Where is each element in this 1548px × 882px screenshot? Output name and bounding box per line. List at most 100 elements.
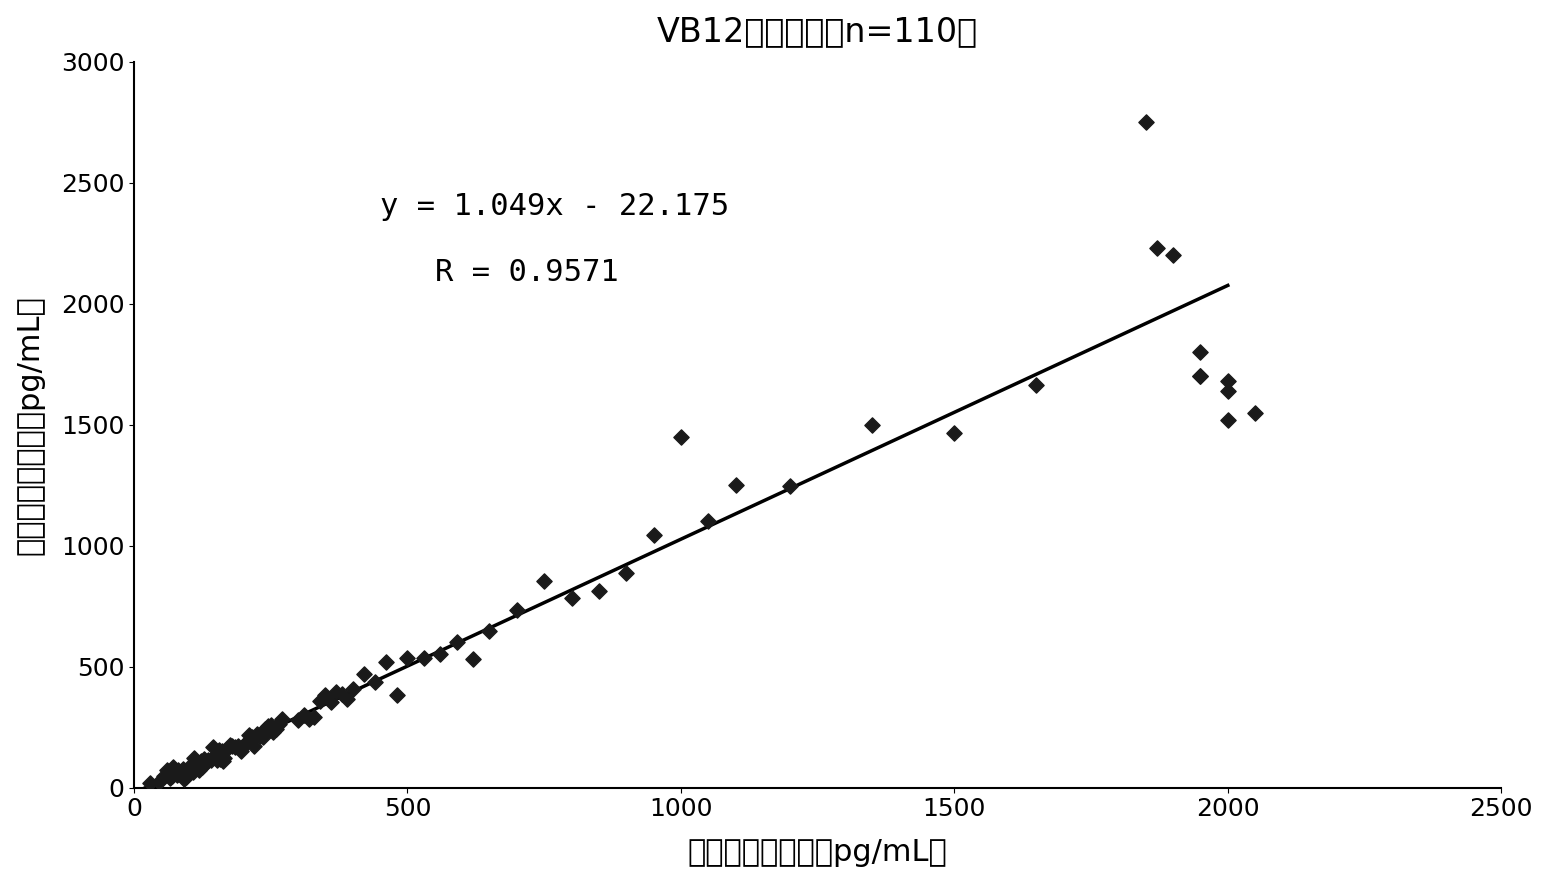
Point [341,682,365,696]
Point [395,651,420,665]
Point [170,762,195,776]
Point [170,766,195,780]
Point [1243,406,1268,420]
Point [291,708,316,722]
Point [1133,116,1158,130]
Point [176,766,201,780]
Point [412,651,437,665]
Point [198,753,223,767]
Point [207,751,232,766]
Point [861,418,885,432]
Point [669,430,694,444]
Point [178,759,203,773]
Y-axis label: 博奥赛斯测定值（pg/mL）: 博奥赛斯测定值（pg/mL） [15,295,43,555]
Point [505,603,529,617]
Point [223,739,248,753]
Point [362,675,387,689]
Point [183,759,207,773]
Point [255,719,280,733]
Point [269,713,294,727]
Point [252,722,277,736]
Point [308,694,333,708]
Point [169,766,194,781]
Point [209,744,234,759]
Point [212,751,237,765]
Point [204,748,229,762]
Point [173,770,198,784]
Point [175,764,200,778]
Point [259,718,283,732]
Point [1215,384,1240,398]
Point [373,655,398,669]
Point [190,759,215,774]
Point [1215,374,1240,388]
Point [723,478,748,492]
Point [1161,249,1186,263]
Point [779,479,803,493]
Point [195,753,220,767]
Point [228,744,252,758]
Point [186,763,211,777]
Point [206,743,231,757]
Point [1025,377,1050,392]
Point [220,739,245,753]
Point [237,728,262,742]
Point [266,717,291,731]
Point [245,728,269,742]
Point [1187,370,1212,384]
Point [587,584,611,598]
Point [251,729,276,744]
Point [215,742,240,756]
Point [427,647,452,662]
Point [248,729,272,744]
Point [226,739,251,753]
Point [184,757,209,771]
Point [297,712,322,726]
Point [231,738,255,752]
Point [211,754,235,768]
Point [444,635,469,649]
Point [334,691,359,706]
Point [161,760,186,774]
Point [187,759,212,773]
Point [263,721,288,736]
X-axis label: 放免试剂测定值（pg/mL）: 放免试剂测定值（pg/mL） [687,838,947,867]
Point [194,756,218,770]
Point [697,514,721,528]
Point [330,687,354,701]
Title: VB12临床试验（n=110）: VB12临床试验（n=110） [656,15,978,48]
Point [641,528,666,542]
Point [217,738,241,752]
Point [158,771,183,785]
Point [241,738,266,752]
Point [192,751,217,766]
Point [943,426,968,440]
Point [201,740,226,754]
Point [146,775,170,789]
Point [477,624,502,638]
Point [302,710,327,724]
Text: y = 1.049x - 22.175: y = 1.049x - 22.175 [381,192,729,221]
Text: R = 0.9571: R = 0.9571 [435,258,619,287]
Point [189,754,214,768]
Point [234,736,259,751]
Point [159,769,184,783]
Point [166,763,190,777]
Point [1187,370,1212,384]
Point [286,713,311,727]
Point [533,574,557,588]
Point [319,695,344,709]
Point [155,763,180,777]
Point [172,772,197,786]
Point [163,763,187,777]
Point [164,768,189,782]
Point [181,751,206,765]
Point [324,684,348,699]
Point [262,725,286,739]
Point [615,566,639,580]
Point [559,591,584,605]
Point [384,689,409,703]
Point [351,667,376,681]
Point [461,653,486,667]
Point [1144,241,1169,255]
